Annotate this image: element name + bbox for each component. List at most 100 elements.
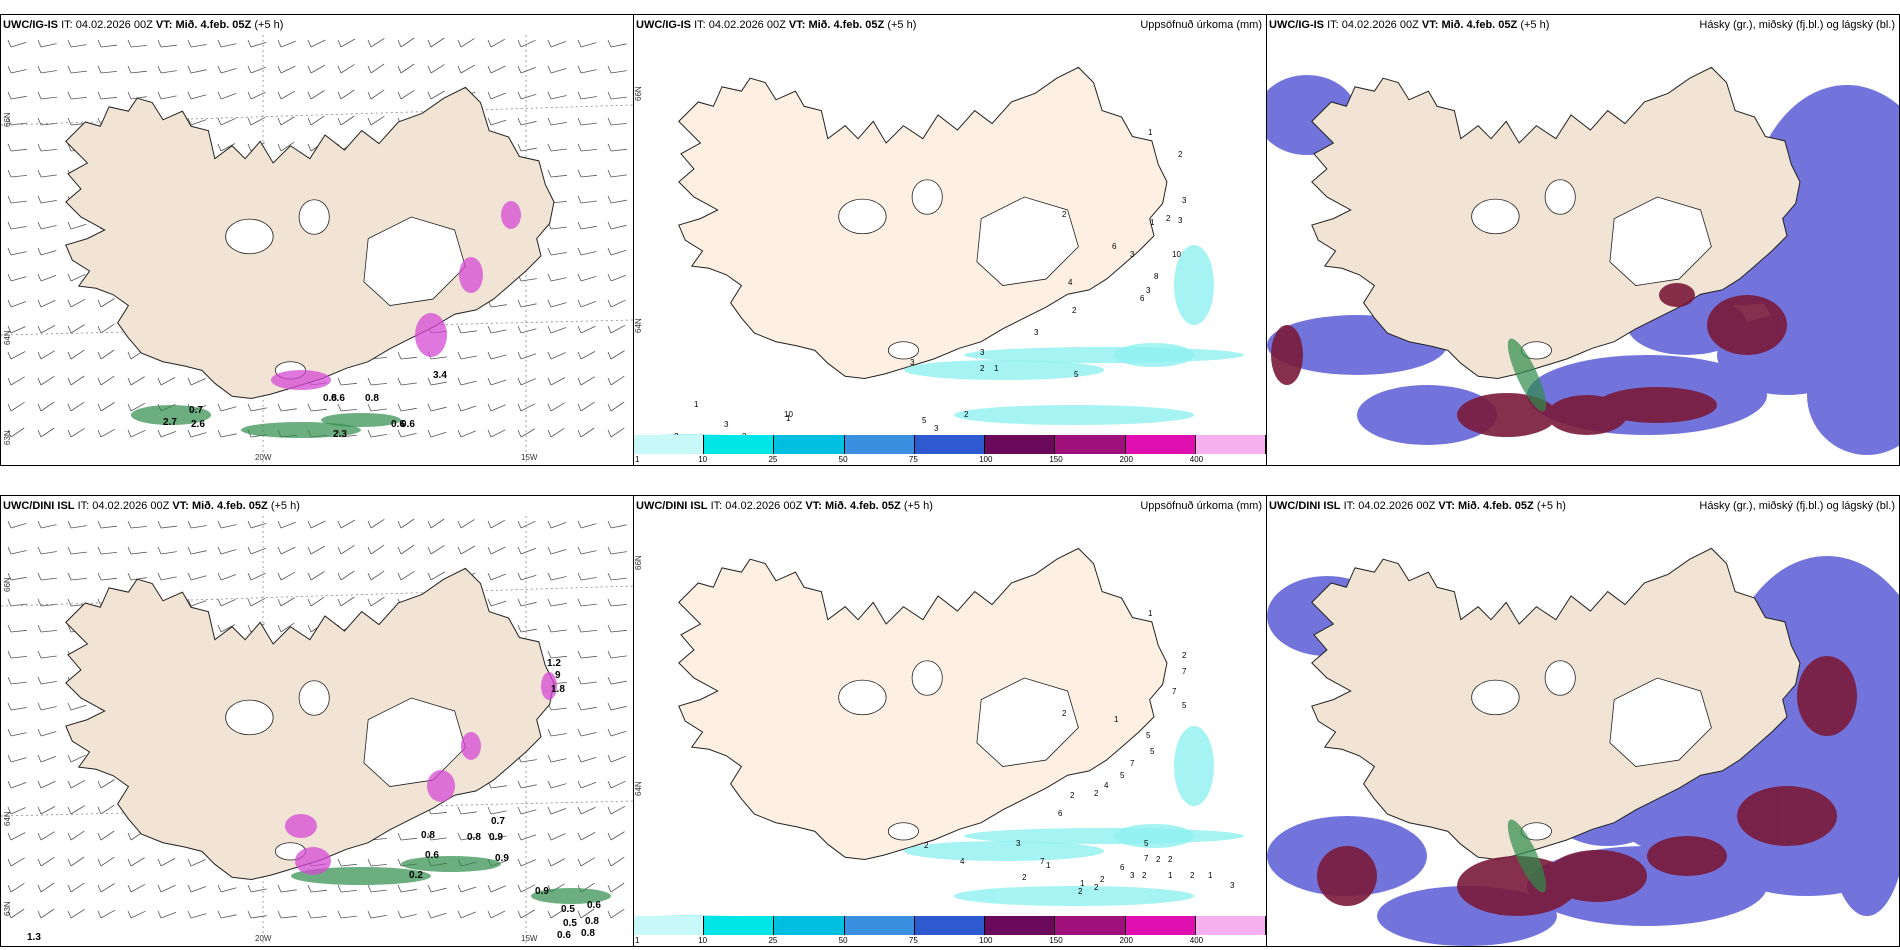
wind-barb <box>487 806 507 815</box>
wind-barb <box>97 298 115 308</box>
wind-barb <box>517 598 537 607</box>
precip-value-label: 2.3 <box>333 429 347 440</box>
coastline <box>1311 547 1801 860</box>
precip-value-label: 3 <box>724 420 729 429</box>
precip-value-label: 6 <box>1140 294 1145 303</box>
precip-value-label: 0.8 <box>467 832 481 843</box>
precip-value-label: 0.9 <box>495 853 509 864</box>
precip-value-label: 2 <box>1022 873 1027 882</box>
mixed-precip-area <box>295 847 331 875</box>
lead-time: (+5 h) <box>270 500 300 512</box>
colorbar-tick-label: 50 <box>838 455 848 464</box>
model-name: UWC/IG-IS <box>3 19 58 31</box>
wind-barb <box>67 909 85 919</box>
wind-barb <box>427 37 445 48</box>
wind-barb <box>547 143 567 152</box>
wind-barb <box>487 403 506 412</box>
wind-barb <box>577 376 595 386</box>
wind-barb <box>427 884 447 893</box>
wind-barb <box>187 377 206 386</box>
wind-barb <box>577 520 597 529</box>
wind-barb <box>577 143 597 152</box>
wind-barb <box>37 143 57 152</box>
wind-barb <box>97 883 115 893</box>
colorbar-swatch <box>844 916 915 935</box>
it-value: 04.02.2026 00Z <box>92 500 170 512</box>
wind-barb <box>577 832 596 841</box>
wind-barb <box>67 324 85 334</box>
wind-barb <box>97 546 117 555</box>
precip-value-label: 0.9 <box>535 886 549 897</box>
vt-label: VT: Mið. 4.feb. 05Z <box>1438 500 1534 512</box>
wind-barb <box>37 401 55 412</box>
wind-barb <box>217 143 236 152</box>
wind-barb <box>607 195 627 204</box>
panel-top-left: UWC/IG-IS IT: 04.02.2026 00Z VT: Mið. 4.… <box>0 14 634 466</box>
map-canvas: 0.72.7 2.60.80.6 0.80.62.30.63.4 <box>1 35 633 465</box>
wind-barb <box>307 64 326 74</box>
wind-barb <box>37 427 55 438</box>
wind-barb <box>367 89 385 100</box>
model-name: UWC/DINI ISL <box>1269 500 1341 512</box>
coastline <box>678 66 1168 379</box>
low-cloud-area <box>1357 385 1497 445</box>
precip-value-label: 0.6 <box>331 393 345 404</box>
snow-area <box>531 888 611 904</box>
wind-barb <box>7 624 27 633</box>
wind-barb <box>607 908 625 919</box>
precip-area <box>655 915 733 916</box>
model-name: UWC/IG-IS <box>636 19 691 31</box>
wind-barb <box>547 325 567 334</box>
wind-barb <box>157 91 177 100</box>
wind-barb <box>277 520 297 529</box>
glacier-myrdalsjokull <box>887 822 919 841</box>
wind-barb <box>517 832 537 841</box>
wind-barb <box>127 883 146 893</box>
wind-barb <box>397 518 415 529</box>
precip-value-label: 2 <box>1100 875 1105 884</box>
precip-value-label: 5 <box>1182 701 1187 710</box>
wind-barb <box>397 429 417 438</box>
colorbar-tick-label: 10 <box>698 455 708 464</box>
mixed-precip-area <box>461 732 481 760</box>
colorbar-tick-label: 10 <box>698 936 708 945</box>
wind-barb <box>337 377 357 386</box>
wind-barb <box>277 546 296 555</box>
wind-barb <box>37 39 57 48</box>
precip-value-label: 2 <box>674 432 679 435</box>
wind-barb <box>7 908 25 919</box>
wind-barb <box>427 64 445 74</box>
wind-barb <box>487 598 507 607</box>
wind-barb <box>457 64 476 74</box>
wind-barb <box>517 572 537 581</box>
precip-value-label: 1.8 <box>551 684 565 695</box>
snow-area <box>291 867 431 885</box>
wind-barb <box>187 520 207 529</box>
grid-line <box>1 104 633 126</box>
precip-area <box>904 360 1104 380</box>
high-cloud-area <box>1547 850 1647 902</box>
precip-value-label: 0.8 <box>323 393 337 404</box>
wind-barb <box>607 754 627 763</box>
lat-label-63: 63N <box>3 430 12 445</box>
precip-value-label: 2.7 <box>163 417 177 428</box>
glacier-hofsjokull <box>298 199 330 235</box>
precip-value-label: 1.3 <box>27 932 41 943</box>
field-title: Uppsöfnuð úrkoma (mm) <box>1140 500 1262 512</box>
wind-barb <box>547 273 567 282</box>
model-name: UWC/DINI ISL <box>636 500 708 512</box>
wind-barb <box>307 115 325 126</box>
lat-label-64: 64N <box>3 811 12 826</box>
wind-barb <box>577 351 596 360</box>
wind-barb <box>547 650 567 659</box>
wind-barb <box>307 520 326 529</box>
glacier-vatnajokull <box>976 677 1079 767</box>
precip-value-label: 9 <box>555 670 561 681</box>
wind-barb <box>427 403 447 412</box>
model-name: UWC/DINI ISL <box>3 500 75 512</box>
mixed-precip-area <box>285 814 317 838</box>
wind-barb <box>307 403 327 412</box>
lat-label-66: 66N <box>3 112 12 127</box>
lead-time: (+5 h) <box>887 19 917 31</box>
wind-barb <box>247 520 267 529</box>
